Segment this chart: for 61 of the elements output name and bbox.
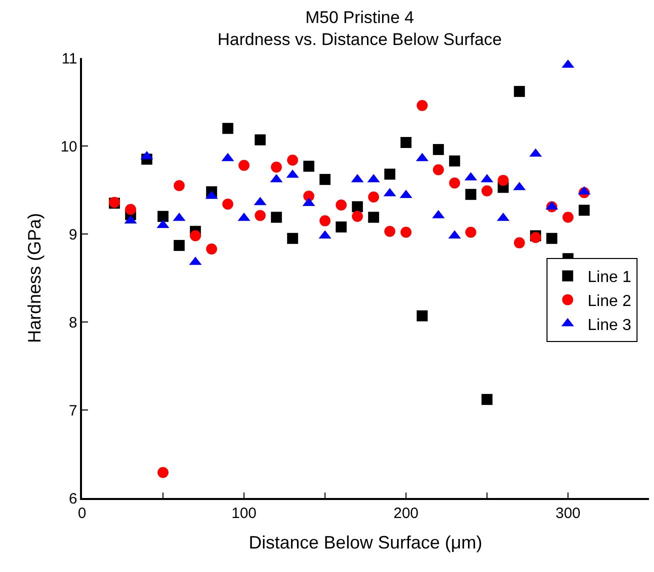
point — [254, 134, 266, 146]
point — [514, 237, 525, 248]
y-tick-label: 10 — [60, 138, 78, 156]
point — [287, 154, 298, 166]
point — [320, 215, 330, 226]
point — [222, 198, 234, 210]
y-tick-label: 9 — [68, 226, 78, 244]
point — [578, 204, 590, 216]
y-axis-title: Hardness (GPa) — [24, 212, 44, 344]
point — [190, 230, 201, 242]
point — [384, 226, 396, 237]
point — [270, 162, 282, 173]
x-axis-title: Distance Below Surface (μm) — [248, 532, 482, 552]
x-tick-label: 0 — [78, 504, 86, 522]
point — [206, 243, 218, 254]
point — [400, 136, 412, 148]
point — [336, 221, 347, 232]
point — [174, 180, 185, 192]
point — [158, 210, 168, 222]
point — [465, 226, 476, 238]
chart-title: M50 Pristine 4 Hardness vs. Distance Below Surface — [217, 8, 502, 49]
point — [125, 204, 136, 215]
point — [432, 164, 444, 176]
point — [254, 210, 266, 222]
point — [238, 160, 250, 171]
y-tick-label: 6 — [68, 490, 78, 508]
x-tick-label: 100 — [231, 504, 257, 522]
point — [562, 212, 574, 223]
point — [514, 86, 525, 97]
y-tick-label: 11 — [62, 50, 78, 68]
point — [174, 240, 185, 251]
legend-label: Line 2 — [588, 292, 632, 310]
point — [482, 185, 492, 196]
point — [320, 174, 330, 185]
point — [303, 160, 314, 172]
point — [449, 177, 460, 188]
point — [368, 192, 380, 203]
point — [465, 188, 476, 200]
point — [416, 310, 428, 322]
x-tick-label: 200 — [393, 504, 419, 522]
x-tick-label: 300 — [555, 504, 581, 522]
point — [416, 100, 428, 112]
point — [270, 212, 282, 223]
point — [352, 210, 363, 222]
point — [352, 201, 363, 212]
point — [158, 466, 168, 478]
y-tick-label: 7 — [68, 402, 78, 420]
legend-label: Line 3 — [588, 316, 632, 334]
point — [546, 232, 558, 244]
point — [336, 199, 347, 210]
point — [368, 212, 380, 223]
y-tick-label: 8 — [68, 314, 78, 332]
point — [449, 155, 460, 166]
point — [287, 232, 298, 244]
legend-label: Line 1 — [588, 269, 632, 286]
point — [222, 122, 234, 134]
point — [432, 144, 444, 156]
point — [482, 394, 492, 405]
point — [498, 174, 509, 186]
point — [384, 168, 396, 180]
point — [400, 226, 412, 238]
